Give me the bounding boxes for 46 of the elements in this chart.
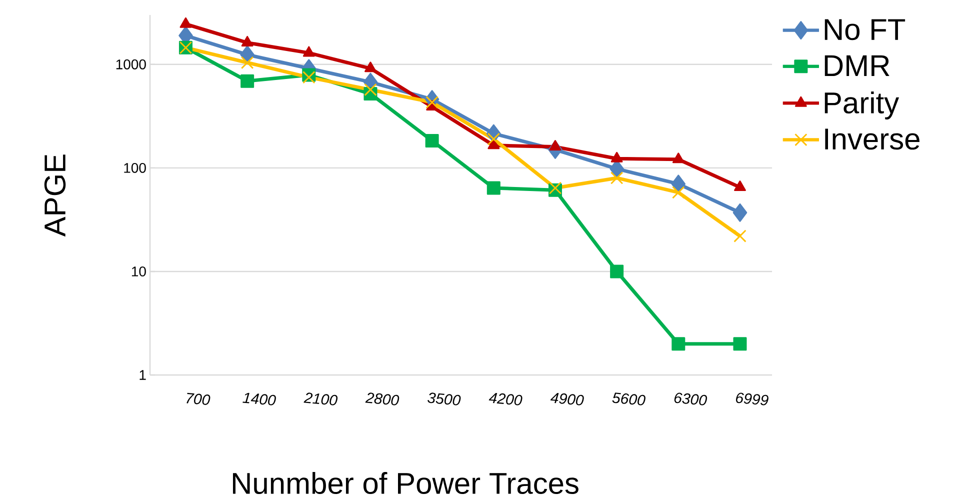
x-tick-label: 4200 (488, 392, 522, 406)
point (302, 70, 316, 84)
x-tick-label: 3500 (428, 392, 461, 406)
point (610, 264, 624, 278)
point (240, 74, 254, 88)
point (548, 182, 562, 194)
point (426, 96, 438, 109)
point (302, 46, 315, 57)
point (671, 174, 686, 194)
point (240, 56, 254, 70)
point (180, 17, 192, 28)
point (425, 134, 439, 148)
legend-label: No FT (824, 19, 906, 40)
y-axis-title: APGE (44, 154, 66, 237)
legend-label: Inverse (825, 128, 920, 150)
point (241, 36, 254, 46)
x-axis-title: Nunmber of Power Traces (232, 472, 578, 494)
y-tick-label: 100 (124, 162, 146, 173)
x-tick-label: 1400 (242, 392, 276, 406)
point (486, 181, 500, 195)
point (672, 337, 686, 351)
point (672, 186, 685, 199)
point (734, 180, 746, 192)
x-tick-label: 2100 (304, 392, 338, 406)
y-tick-label: 1 (140, 370, 146, 380)
x-tick-label: 6999 (736, 392, 768, 406)
point (672, 152, 684, 164)
legend-label: Parity (824, 91, 900, 120)
x-tick-label: 6300 (674, 392, 708, 406)
point (733, 337, 747, 351)
x-tick-label: 4900 (550, 392, 584, 406)
point (549, 140, 562, 151)
point (364, 62, 376, 72)
x-tick-label: 5600 (612, 392, 646, 406)
point (487, 132, 500, 146)
point (732, 203, 748, 222)
y-tick-label: 10 (132, 266, 146, 276)
point (610, 172, 624, 184)
point (488, 138, 500, 150)
point (364, 83, 377, 96)
point (610, 152, 623, 162)
legend-label: DMR (824, 55, 890, 76)
x-tick-label: 700 (186, 392, 210, 405)
x-tick-label: 2800 (365, 392, 400, 406)
y-tick-label: 1000 (116, 59, 146, 70)
point (734, 230, 746, 242)
